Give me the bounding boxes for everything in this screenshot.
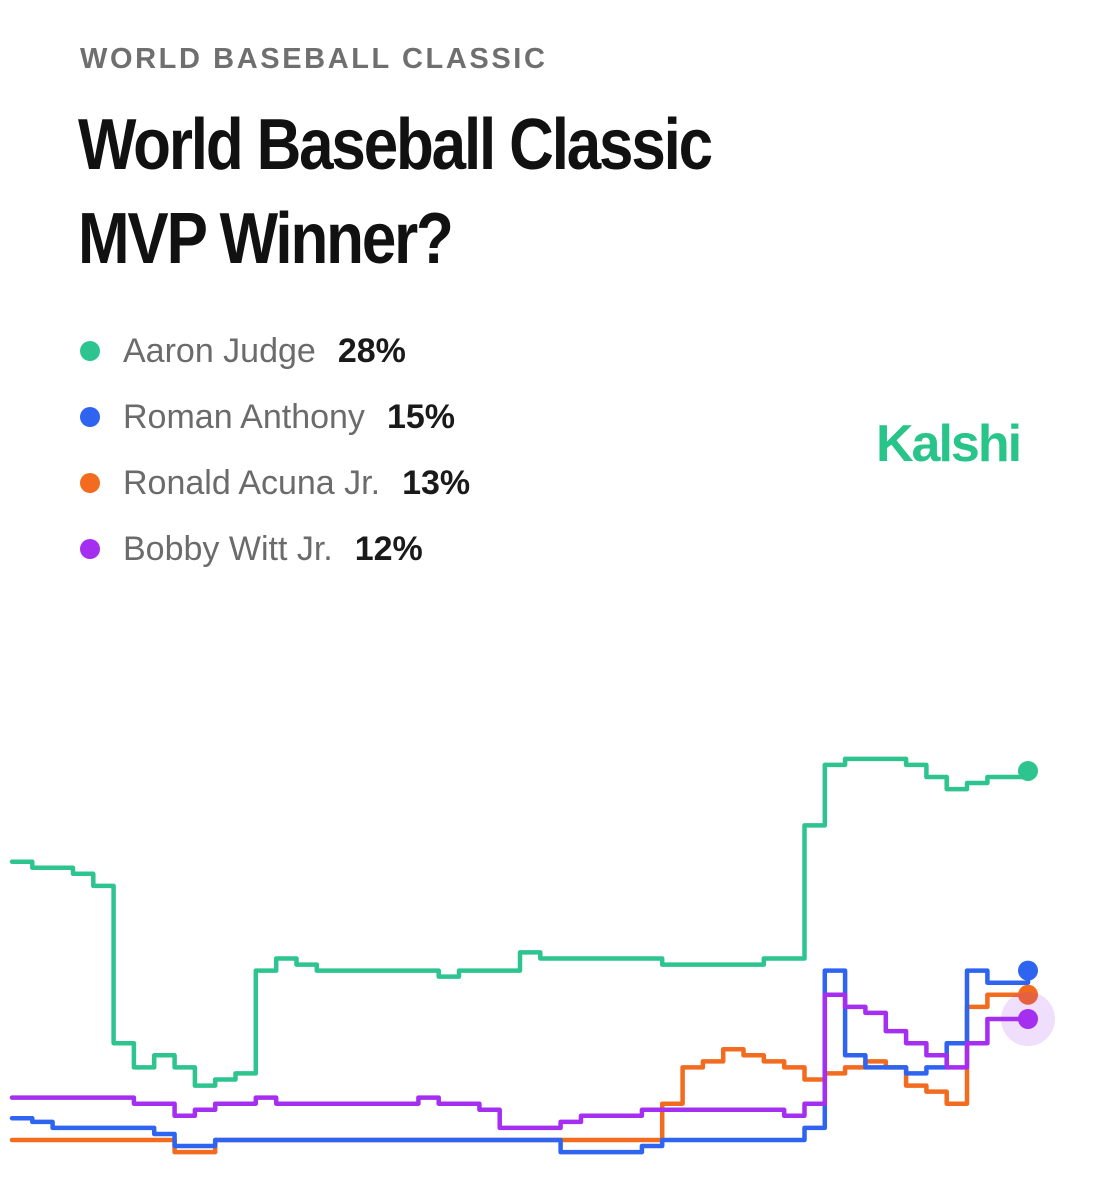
series-line-roman-anthony [9, 968, 1031, 1155]
series-line-aaron-judge [9, 756, 1031, 1088]
category-kicker: WORLD BASEBALL CLASSIC [80, 43, 548, 75]
legend-series-percent: 13% [402, 463, 471, 502]
legend-series-percent: 12% [354, 529, 423, 568]
series-line-bobby-witt-jr [9, 992, 1031, 1131]
legend-dot [80, 473, 100, 493]
legend-series-name: Bobby Witt Jr. [123, 529, 333, 568]
legend-item-aaron-judge[interactable]: Aaron Judge 28% [78, 318, 470, 384]
endpoint-marker-ronald-acuna-jr[interactable] [1018, 984, 1038, 1005]
legend-series-percent: 28% [337, 331, 406, 370]
legend-item-ronald-acuna-jr[interactable]: Ronald Acuna Jr. 13% [78, 450, 470, 516]
legend-series-percent: 15% [386, 397, 455, 436]
legend-series-name: Ronald Acuna Jr. [123, 463, 381, 502]
legend-item-roman-anthony[interactable]: Roman Anthony 15% [78, 384, 470, 450]
endpoint-marker-roman-anthony[interactable] [1018, 960, 1038, 981]
legend-series-name: Roman Anthony [123, 397, 365, 436]
endpoint-marker-aaron-judge[interactable] [1018, 760, 1038, 781]
kalshi-logo: Kalshi [876, 415, 1022, 473]
legend-dot [80, 341, 100, 361]
endpoint-marker-bobby-witt-jr[interactable] [1018, 1009, 1038, 1029]
legend-series-name: Aaron Judge [123, 331, 316, 370]
legend: Aaron Judge 28% Roman Anthony 15% Ronald… [78, 318, 470, 582]
line-chart [9, 756, 1055, 1155]
page-title: World Baseball Classic MVP Winner? [78, 105, 713, 279]
legend-dot [80, 539, 100, 559]
legend-item-bobby-witt-jr[interactable]: Bobby Witt Jr. 12% [78, 516, 470, 582]
legend-dot [80, 407, 100, 427]
